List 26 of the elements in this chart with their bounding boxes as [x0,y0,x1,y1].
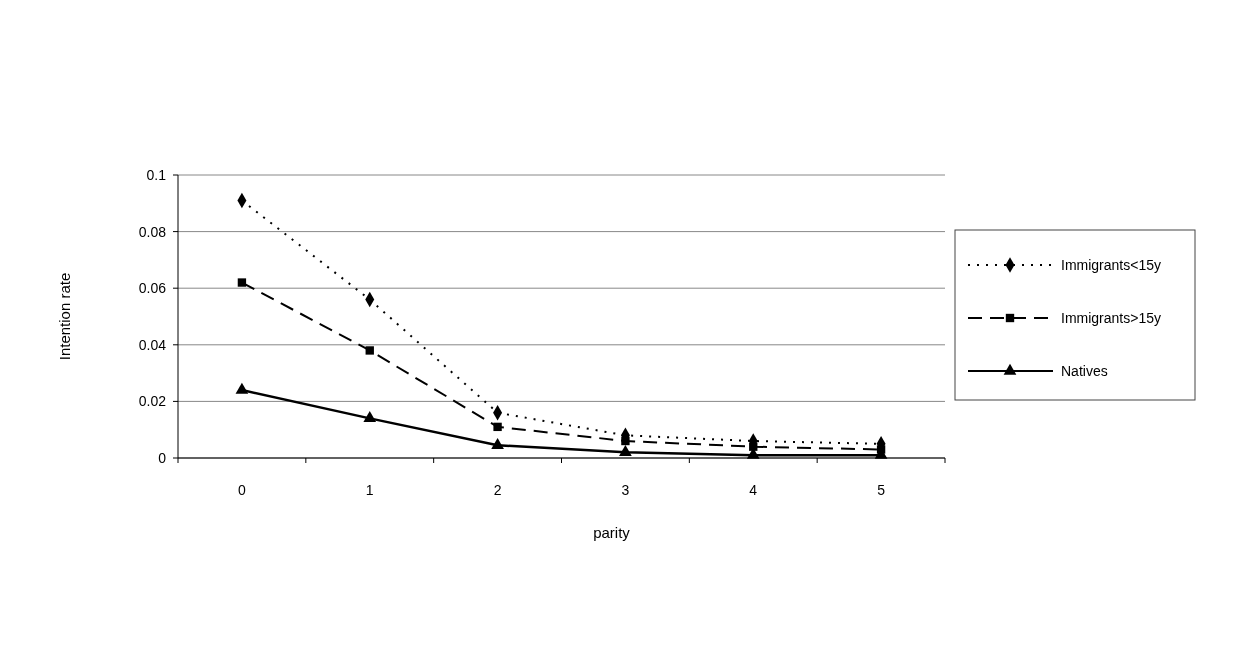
x-axis-title: parity [593,524,631,541]
point [237,278,247,287]
y-axis-title: Intention rate [56,272,73,361]
x-tick-label: 0 [238,482,247,498]
point [491,437,504,449]
x-tick-label: 1 [365,482,374,498]
point [619,445,632,457]
point [235,382,249,394]
point [363,411,377,423]
text: Natives [1061,362,1108,379]
point [493,422,502,432]
point [749,442,758,451]
y-tick-label: 0.08 [138,223,167,240]
y-tick-label: 0.06 [138,280,167,297]
text: Immigrants>15y [1061,309,1161,326]
text: Immigrants<15y [1061,256,1161,273]
x-tick-label: 3 [621,482,630,498]
y-tick-label: 0.02 [138,393,167,410]
point [365,346,374,355]
y-tick-label: 0 [158,449,167,466]
point [621,436,630,446]
y-tick-label: 0.1 [146,166,167,183]
x-tick-label: 2 [493,482,502,498]
x-tick-label: 4 [749,482,758,498]
x-tick-label: 5 [877,482,886,498]
y-tick-label: 0.04 [138,336,167,353]
